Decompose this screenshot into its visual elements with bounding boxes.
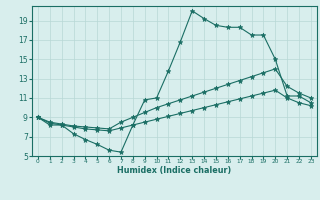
X-axis label: Humidex (Indice chaleur): Humidex (Indice chaleur) [117,166,232,175]
